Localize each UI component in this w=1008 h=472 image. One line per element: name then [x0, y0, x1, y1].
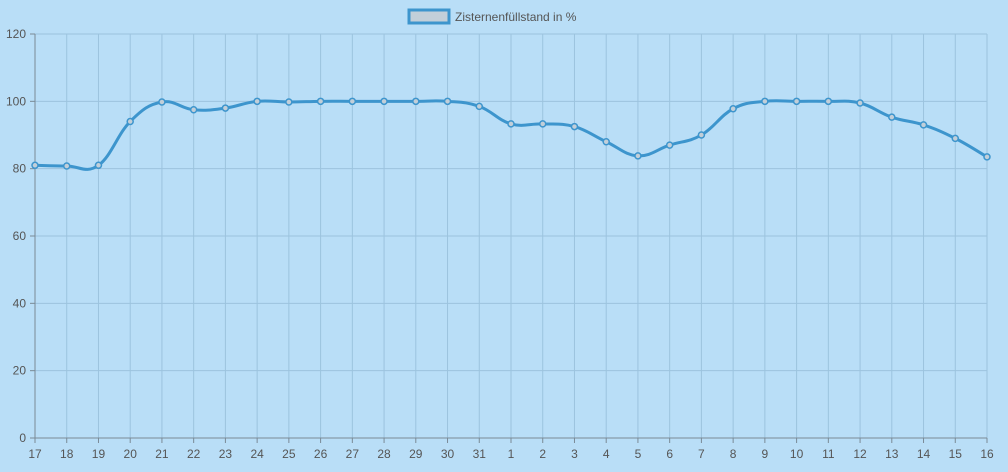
data-point-1[interactable]	[507, 120, 515, 128]
x-tick-label: 10	[790, 447, 804, 461]
data-point-24[interactable]	[253, 97, 261, 106]
x-tick-label: 19	[92, 447, 106, 461]
data-point-3[interactable]	[570, 122, 579, 131]
axes	[30, 33, 988, 443]
data-point-17[interactable]	[31, 161, 39, 170]
x-tick-label: 25	[282, 447, 296, 461]
y-tick-labels: 0 20 40 60 80 100 120	[6, 27, 26, 445]
x-tick-label: 13	[885, 447, 899, 461]
data-point-21[interactable]	[158, 98, 166, 106]
data-point-16[interactable]	[983, 153, 991, 161]
x-tick-label: 12	[853, 447, 867, 461]
data-points	[31, 97, 991, 170]
grid-lines	[34, 33, 988, 439]
x-tick-label: 1	[508, 447, 515, 461]
data-point-27[interactable]	[348, 97, 357, 106]
data-point-19[interactable]	[94, 161, 103, 170]
data-point-14[interactable]	[919, 121, 928, 129]
data-point-22[interactable]	[189, 106, 198, 114]
y-tick-label: 80	[13, 162, 27, 176]
x-tick-label: 28	[377, 447, 391, 461]
x-tick-label: 3	[571, 447, 578, 461]
x-tick-label: 8	[730, 447, 737, 461]
data-point-20[interactable]	[126, 117, 134, 126]
data-point-28[interactable]	[380, 97, 388, 106]
x-tick-label: 31	[473, 447, 487, 461]
y-tick-label: 120	[6, 27, 26, 41]
x-tick-label: 26	[314, 447, 328, 461]
data-point-8[interactable]	[729, 104, 737, 113]
data-point-15[interactable]	[951, 134, 960, 143]
data-point-18[interactable]	[62, 162, 71, 170]
x-tick-labels: 17 18 19 20 21 22 23 24 25 26 27 28 29 30 31 1 2 3 4 5 6 7 8 9 1…	[28, 447, 994, 461]
x-tick-label: 4	[603, 447, 610, 461]
x-tick-label: 15	[949, 447, 963, 461]
data-point-31[interactable]	[475, 102, 484, 111]
data-point-26[interactable]	[316, 97, 325, 106]
data-point-7[interactable]	[697, 131, 706, 139]
x-tick-label: 16	[980, 447, 994, 461]
x-tick-label: 2	[539, 447, 546, 461]
data-point-12[interactable]	[856, 99, 864, 107]
y-tick-label: 40	[13, 296, 27, 310]
y-tick-label: 100	[6, 94, 26, 108]
y-tick-label: 60	[13, 229, 27, 243]
x-tick-label: 6	[666, 447, 673, 461]
x-tick-label: 22	[187, 447, 201, 461]
data-point-25[interactable]	[285, 98, 293, 106]
x-tick-label: 5	[635, 447, 642, 461]
legend-swatch[interactable]	[407, 8, 451, 25]
data-point-30[interactable]	[443, 97, 452, 106]
data-point-5[interactable]	[634, 152, 642, 160]
x-tick-label: 24	[250, 447, 264, 461]
data-point-29[interactable]	[412, 97, 420, 106]
data-point-23[interactable]	[221, 104, 230, 112]
data-point-13[interactable]	[888, 113, 896, 121]
data-point-2[interactable]	[538, 120, 547, 128]
legend[interactable]: Zisternenfüllstand in %	[407, 8, 577, 25]
x-tick-label: 30	[441, 447, 455, 461]
x-tick-label: 18	[60, 447, 74, 461]
x-tick-label: 23	[219, 447, 233, 461]
x-tick-label: 29	[409, 447, 423, 461]
y-tick-label: 0	[19, 431, 26, 445]
x-tick-label: 14	[917, 447, 931, 461]
y-tick-label: 20	[13, 364, 27, 378]
data-point-9[interactable]	[761, 97, 769, 106]
x-tick-label: 11	[822, 447, 835, 461]
data-point-6[interactable]	[665, 141, 674, 149]
x-tick-label: 21	[155, 447, 169, 461]
x-tick-label: 9	[762, 447, 769, 461]
x-tick-label: 17	[28, 447, 42, 461]
x-tick-label: 20	[124, 447, 138, 461]
data-point-10[interactable]	[792, 97, 801, 106]
legend-label[interactable]: Zisternenfüllstand in %	[455, 10, 577, 24]
x-tick-label: 27	[346, 447, 360, 461]
data-point-11[interactable]	[824, 97, 833, 106]
data-point-4[interactable]	[602, 137, 610, 146]
x-tick-label: 7	[698, 447, 705, 461]
